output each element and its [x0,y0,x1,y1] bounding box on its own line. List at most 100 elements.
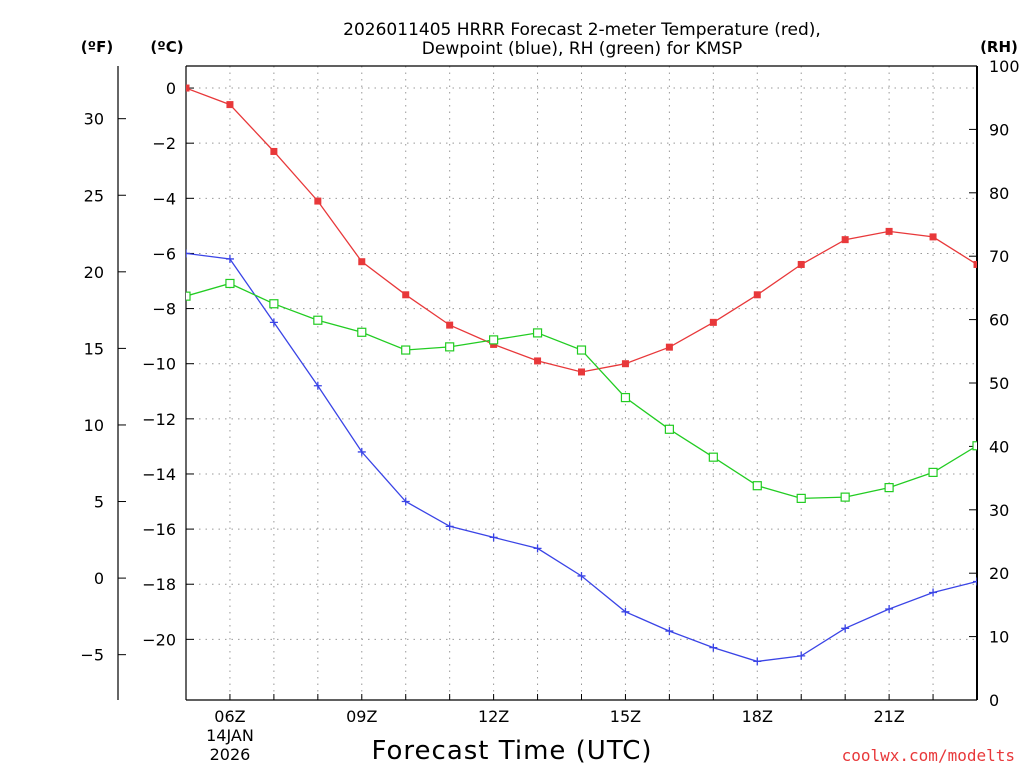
rh-tick-label: 40 [989,437,1009,456]
chart-title-line1: 2026011405 HRRR Forecast 2-meter Tempera… [343,20,821,40]
rh-point [620,392,631,403]
rh-point [489,335,499,345]
2-meter-temperature-point [885,227,893,235]
fahrenheit-tick-label: 25 [84,186,104,205]
2-meter-temperature-point [358,258,366,266]
rh-point [576,345,587,355]
2-meter-temperature-point [973,260,977,268]
2-meter-temperature-point [534,357,542,365]
celsius-unit-label: (ºC) [150,38,183,56]
celsius-tick-label: −14 [142,465,176,484]
rh-point [752,481,762,491]
x-tick-label: 15Z [610,707,641,726]
rh-point [186,291,191,301]
dewpoint-point [753,657,762,666]
date-label-day: 14JAN [206,726,254,745]
fahrenheit-tick-label: 20 [84,263,104,282]
series [186,84,977,666]
rh-point [225,278,235,289]
fahrenheit-tick-label: 10 [84,416,104,435]
fahrenheit-tick-label: −5 [80,646,104,665]
celsius-tick-label: −20 [142,630,176,649]
dewpoint-point [797,651,806,660]
credit-label: coolwx.com/modelts [842,746,1015,765]
2-meter-temperature-point [753,291,761,299]
fahrenheit-tick-label: 5 [94,493,104,512]
2-meter-temperature-point [186,84,190,92]
chart-title-line2: Dewpoint (blue), RH (green) for KMSP [422,39,742,59]
dewpoint-point [313,381,322,390]
dewpoint-point [841,624,850,633]
x-tick-label: 09Z [346,707,377,726]
celsius-tick-label: −2 [152,134,176,153]
x-axis-label: Forecast Time (UTC) [371,736,652,766]
celsius-tick-label: −12 [142,410,176,429]
fahrenheit-tick-label: 30 [84,110,104,129]
rh-point [972,441,977,451]
date-label-year: 2026 [210,745,251,764]
rh-point [357,327,367,337]
rh-tick-label: 100 [989,57,1020,76]
rh-point [313,315,323,325]
celsius-tick-label: −4 [152,189,176,208]
dewpoint-point [929,588,938,597]
rh-point [445,342,455,352]
rh-point [269,299,279,309]
rh-tick-label: 30 [989,501,1009,520]
2-meter-temperature-point [270,147,278,155]
fahrenheit-tick-label: 15 [84,339,104,358]
rh-line [186,282,977,500]
2-meter-temperature-point [797,260,805,268]
fahrenheit-unit-label: (ºF) [81,38,113,56]
2-meter-temperature-point [621,360,629,368]
rh-point [796,493,806,503]
dewpoint-point [225,254,234,263]
celsius-tick-label: −6 [152,244,176,263]
dewpoint-point [489,533,498,542]
rh-point [928,467,938,477]
2-meter-temperature-point [841,236,849,244]
2-meter-temperature-point [446,321,454,329]
2-meter-temperature-point [709,318,717,326]
rh-tick-label: 60 [989,311,1009,330]
x-tick-label: 06Z [214,707,245,726]
rh-point [664,424,674,434]
rh-point [401,345,411,355]
celsius-tick-label: −8 [152,300,176,319]
celsius-tick-label: −18 [142,575,176,594]
celsius-tick-label: 0 [166,79,176,98]
dewpoint-point [445,522,454,531]
x-tick-label: 21Z [873,707,904,726]
2-meter-temperature-point [402,291,410,299]
dewpoint-point [973,577,977,586]
series-group [186,84,977,666]
dewpoint-point [665,627,674,636]
2-meter-temperature-point [665,343,673,351]
2-meter-temperature-line [186,87,977,373]
rh-point [840,492,850,502]
rh-tick-label: 70 [989,247,1009,266]
2-meter-temperature-point [226,101,234,109]
rh-point [532,328,543,338]
dewpoint-point [885,605,894,614]
x-tick-label: 12Z [478,707,509,726]
dewpoint-point [269,318,278,327]
dewpoint-point [401,497,410,506]
rh-unit-label: (RH) [980,38,1018,56]
rh-tick-label: 90 [989,120,1009,139]
axes: 0−2−4−6−8−10−12−14−16−18−20302520151050−… [80,57,1019,764]
rh-tick-label: 10 [989,628,1009,647]
2-meter-temperature-point [314,197,322,205]
celsius-tick-label: −10 [142,355,176,374]
fahrenheit-tick-label: 0 [94,569,104,588]
celsius-tick-label: −16 [142,520,176,539]
2-meter-temperature-point [578,368,585,376]
dewpoint-point [621,607,630,616]
rh-tick-label: 50 [989,374,1009,393]
dewpoint-point [709,643,718,652]
x-tick-label: 18Z [742,707,773,726]
rh-tick-label: 20 [989,564,1009,583]
dewpoint-point [186,249,190,258]
rh-tick-label: 0 [989,691,999,710]
